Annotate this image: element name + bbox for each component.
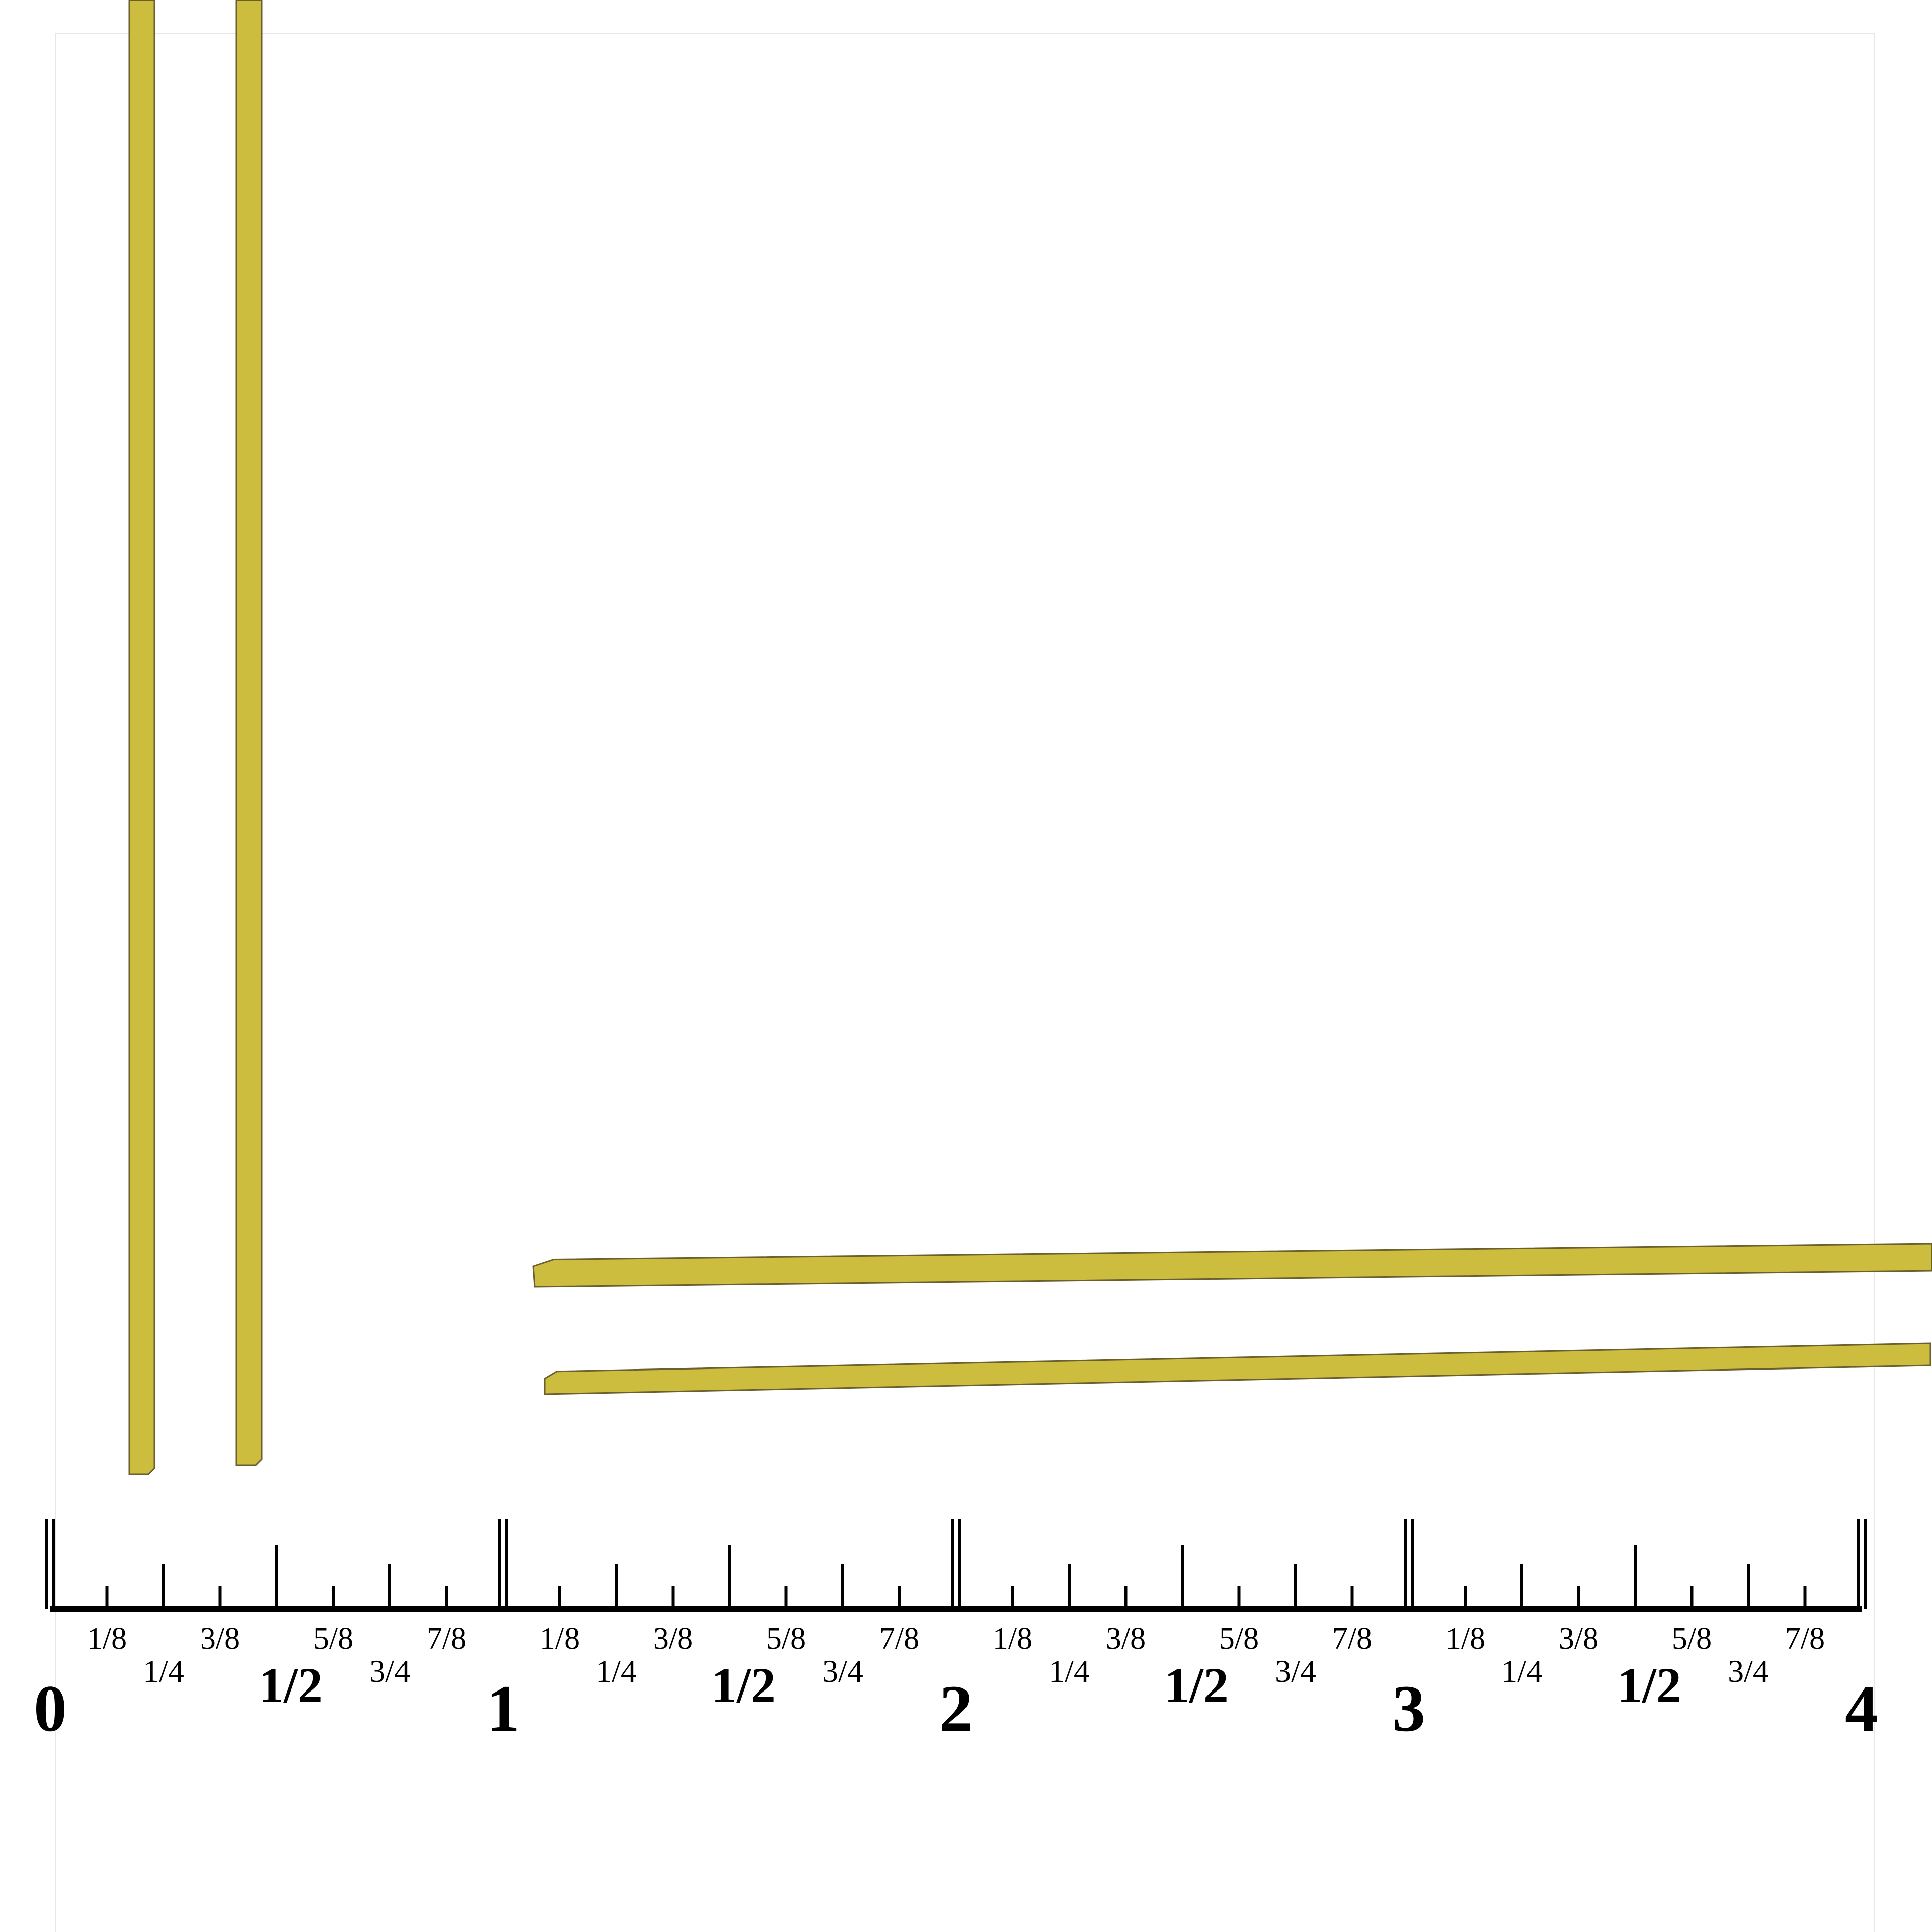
svg-text:1/4: 1/4 [143,1653,184,1689]
svg-text:7/8: 7/8 [879,1622,919,1656]
svg-text:1/4: 1/4 [1501,1653,1543,1689]
svg-text:1/2: 1/2 [1164,1657,1229,1713]
svg-text:1/2: 1/2 [259,1657,323,1713]
svg-text:1/4: 1/4 [596,1653,637,1689]
svg-text:1: 1 [487,1671,520,1745]
svg-text:3/4: 3/4 [822,1653,863,1689]
svg-text:1/8: 1/8 [540,1622,580,1656]
svg-text:1/2: 1/2 [711,1657,776,1713]
svg-text:5/8: 5/8 [1672,1622,1712,1656]
svg-text:2: 2 [939,1671,973,1745]
svg-text:1/8: 1/8 [87,1622,127,1656]
svg-text:3/8: 3/8 [653,1622,693,1656]
svg-text:5/8: 5/8 [313,1622,353,1656]
svg-text:3/4: 3/4 [369,1653,411,1689]
svg-text:1/8: 1/8 [1445,1622,1485,1656]
svg-text:3/4: 3/4 [1728,1653,1769,1689]
svg-text:7/8: 7/8 [1332,1622,1372,1656]
svg-text:3/4: 3/4 [1275,1653,1316,1689]
svg-text:0: 0 [34,1671,67,1745]
svg-text:3: 3 [1392,1671,1425,1745]
svg-text:1/8: 1/8 [993,1622,1032,1656]
svg-text:3/8: 3/8 [1106,1622,1146,1656]
svg-text:5/8: 5/8 [1219,1622,1259,1656]
svg-text:1/4: 1/4 [1049,1653,1090,1689]
svg-text:3/8: 3/8 [200,1622,240,1656]
svg-text:3/8: 3/8 [1559,1622,1598,1656]
svg-text:5/8: 5/8 [766,1622,806,1656]
svg-text:7/8: 7/8 [1785,1622,1825,1656]
svg-text:7/8: 7/8 [427,1622,466,1656]
svg-text:4: 4 [1845,1671,1878,1745]
svg-text:1/2: 1/2 [1617,1657,1681,1713]
